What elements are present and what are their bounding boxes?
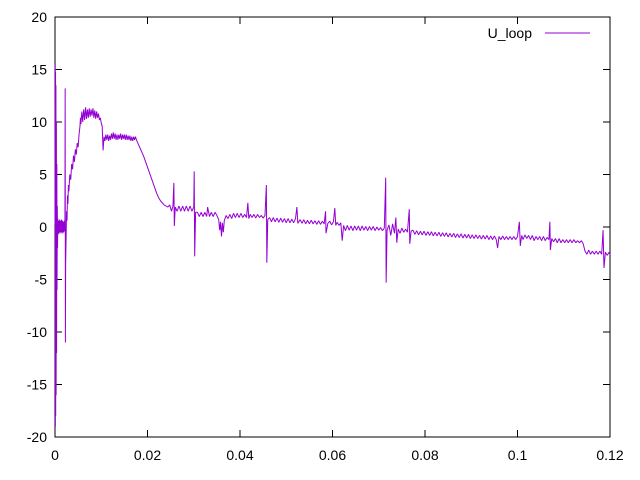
- y-tick-label: -15: [27, 377, 47, 393]
- y-tick-label: 15: [31, 62, 47, 78]
- x-tick-label: 0.04: [226, 447, 253, 463]
- x-axis-tick-labels: 0 0.02 0.04 0.06 0.08 0.1 0.12: [51, 447, 624, 463]
- y-tick-label: 20: [31, 9, 47, 25]
- axis-ticks: [54, 16, 611, 438]
- x-tick-label: 0.1: [508, 447, 528, 463]
- x-tick-label: 0: [51, 447, 59, 463]
- y-tick-label: 0: [39, 219, 47, 235]
- y-tick-label: -10: [27, 324, 47, 340]
- y-tick-label: -5: [35, 272, 48, 288]
- x-tick-label: 0.02: [134, 447, 161, 463]
- x-tick-label: 0.08: [411, 447, 438, 463]
- x-tick-label: 0.12: [596, 447, 623, 463]
- x-tick-label: 0.06: [319, 447, 346, 463]
- y-tick-label: 10: [31, 114, 47, 130]
- legend-label: U_loop: [488, 25, 533, 41]
- u-loop-series-line: [54, 63, 611, 427]
- plot-border: [54, 16, 611, 438]
- y-tick-label: -20: [27, 429, 47, 445]
- y-tick-label: 5: [39, 167, 47, 183]
- series-group: [54, 63, 611, 427]
- y-axis-tick-labels: -20 -15 -10 -5 0 5 10 15 20: [27, 9, 47, 445]
- legend: U_loop: [488, 25, 590, 41]
